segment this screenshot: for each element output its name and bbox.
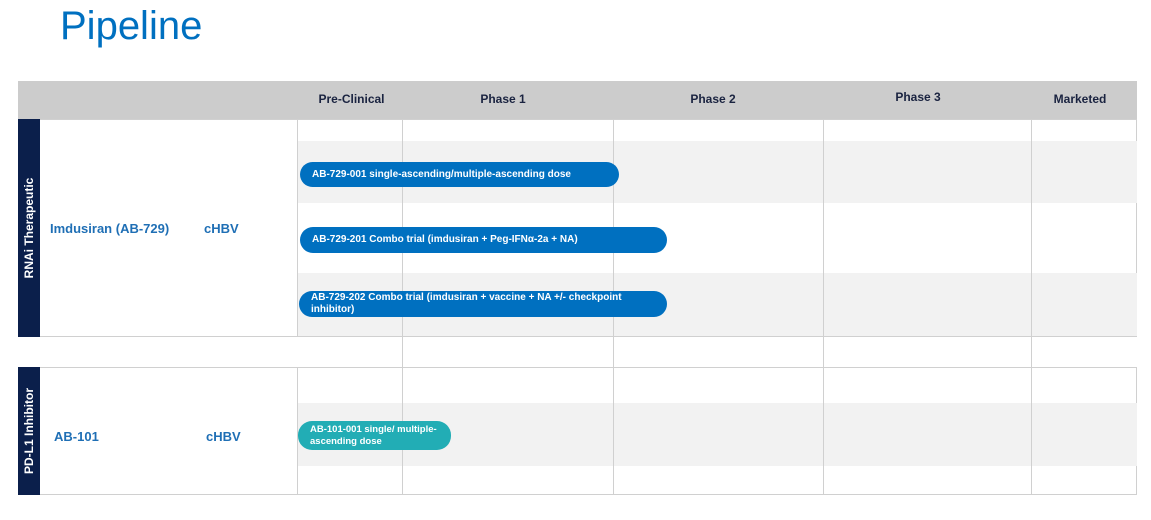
indication: cHBV <box>206 429 241 444</box>
drug-name: AB-101 <box>54 429 99 444</box>
grid-line <box>1031 119 1032 495</box>
trial-bar: AB-729-201 Combo trial (imdusiran + Peg-… <box>300 227 667 253</box>
category-label: PD-L1 Inhibitor <box>22 388 36 474</box>
indication: cHBV <box>204 221 239 236</box>
header-phase1: Phase 1 <box>480 92 526 106</box>
trial-bar: AB-729-001 single-ascending/multiple-asc… <box>300 162 619 187</box>
category-sidebar: RNAi Therapeutic <box>18 119 40 337</box>
drug-name: Imdusiran (AB-729) <box>50 221 170 236</box>
grid-line <box>297 367 298 495</box>
category-sidebar: PD-L1 Inhibitor <box>18 367 40 495</box>
page-title: Pipeline <box>60 4 203 48</box>
header-phase3: Phase 3 <box>895 90 941 104</box>
grid-line <box>297 119 298 337</box>
phase-header <box>18 81 1137 119</box>
trial-bar: AB-101-001 single/ multiple-ascending do… <box>298 421 451 450</box>
category-label: RNAi Therapeutic <box>22 177 36 279</box>
trial-bar: AB-729-202 Combo trial (imdusiran + vacc… <box>299 291 667 317</box>
header-preclinical: Pre-Clinical <box>318 92 385 106</box>
header-phase2: Phase 2 <box>690 92 736 106</box>
grid-line <box>823 119 824 495</box>
header-marketed: Marketed <box>1053 92 1107 106</box>
